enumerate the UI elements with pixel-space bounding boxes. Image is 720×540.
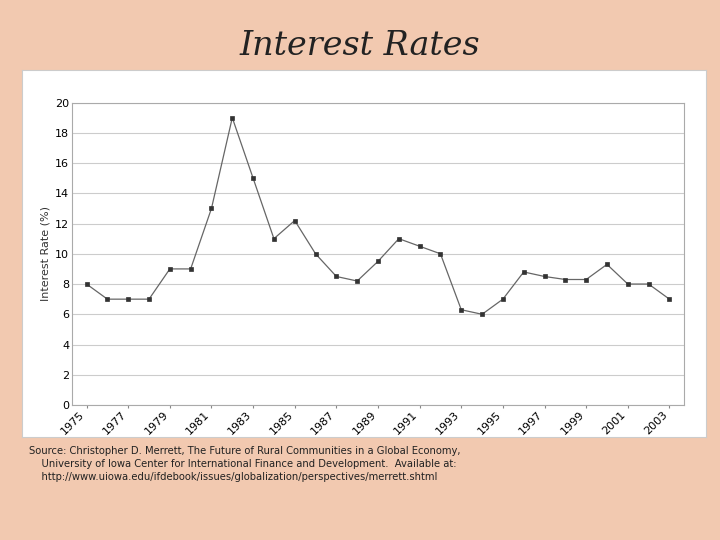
Text: Source: Christopher D. Merrett, The Future of Rural Communities in a Global Econ: Source: Christopher D. Merrett, The Futu… — [29, 446, 460, 482]
Text: Interest Rates: Interest Rates — [240, 30, 480, 62]
Y-axis label: Interest Rate (%): Interest Rate (%) — [41, 206, 51, 301]
